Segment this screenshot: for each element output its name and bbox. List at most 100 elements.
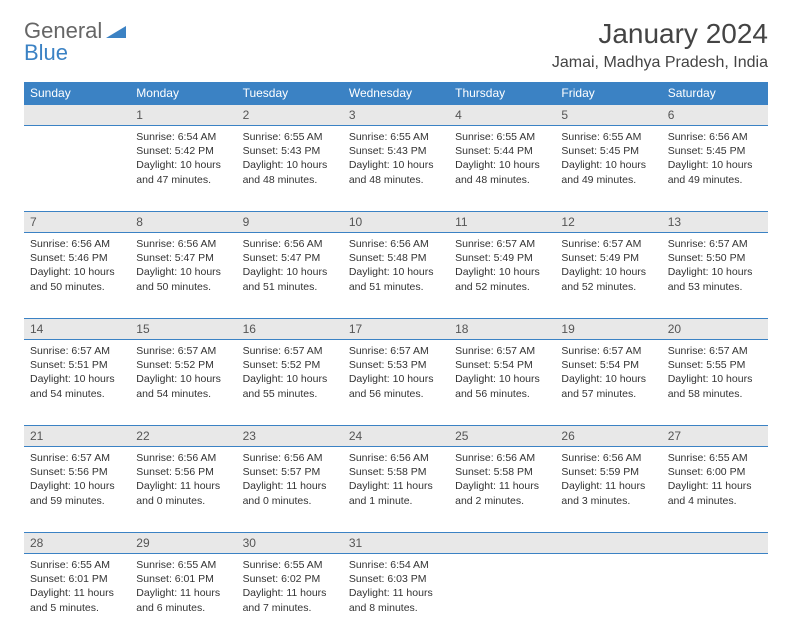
day-number: 30 bbox=[237, 533, 343, 554]
brand-part2: Blue bbox=[24, 40, 68, 65]
day-number: 29 bbox=[130, 533, 236, 554]
sunset-text: Sunset: 5:47 PM bbox=[136, 251, 230, 265]
sunrise-text: Sunrise: 6:55 AM bbox=[30, 558, 124, 572]
day-cell bbox=[24, 126, 130, 212]
day-number: 5 bbox=[555, 105, 661, 126]
sunrise-text: Sunrise: 6:56 AM bbox=[349, 451, 443, 465]
day-cell: Sunrise: 6:55 AMSunset: 6:01 PMDaylight:… bbox=[130, 554, 236, 640]
day-number: 10 bbox=[343, 212, 449, 233]
daylight-text: Daylight: 10 hours and 47 minutes. bbox=[136, 158, 230, 186]
sunset-text: Sunset: 5:50 PM bbox=[668, 251, 762, 265]
sunset-text: Sunset: 5:49 PM bbox=[455, 251, 549, 265]
sunrise-text: Sunrise: 6:54 AM bbox=[349, 558, 443, 572]
day-content-row: Sunrise: 6:56 AMSunset: 5:46 PMDaylight:… bbox=[24, 233, 768, 319]
sunset-text: Sunset: 5:47 PM bbox=[243, 251, 337, 265]
sunset-text: Sunset: 5:59 PM bbox=[561, 465, 655, 479]
day-cell: Sunrise: 6:57 AMSunset: 5:53 PMDaylight:… bbox=[343, 340, 449, 426]
weekday-header: Wednesday bbox=[343, 82, 449, 105]
sunrise-text: Sunrise: 6:56 AM bbox=[349, 237, 443, 251]
header: General January 2024 Jamai, Madhya Prade… bbox=[24, 18, 768, 72]
brand-triangle-icon bbox=[106, 18, 126, 44]
sunrise-text: Sunrise: 6:56 AM bbox=[136, 237, 230, 251]
daylight-text: Daylight: 10 hours and 57 minutes. bbox=[561, 372, 655, 400]
day-number: 8 bbox=[130, 212, 236, 233]
sunrise-text: Sunrise: 6:56 AM bbox=[136, 451, 230, 465]
day-cell: Sunrise: 6:54 AMSunset: 6:03 PMDaylight:… bbox=[343, 554, 449, 640]
day-cell: Sunrise: 6:57 AMSunset: 5:49 PMDaylight:… bbox=[555, 233, 661, 319]
day-cell: Sunrise: 6:57 AMSunset: 5:54 PMDaylight:… bbox=[555, 340, 661, 426]
sunset-text: Sunset: 5:58 PM bbox=[349, 465, 443, 479]
day-number-row: 28293031 bbox=[24, 533, 768, 554]
sunset-text: Sunset: 5:56 PM bbox=[136, 465, 230, 479]
day-number bbox=[555, 533, 661, 554]
sunrise-text: Sunrise: 6:55 AM bbox=[243, 558, 337, 572]
day-cell bbox=[662, 554, 768, 640]
day-cell: Sunrise: 6:57 AMSunset: 5:55 PMDaylight:… bbox=[662, 340, 768, 426]
sunrise-text: Sunrise: 6:56 AM bbox=[455, 451, 549, 465]
daylight-text: Daylight: 10 hours and 51 minutes. bbox=[243, 265, 337, 293]
day-number: 22 bbox=[130, 426, 236, 447]
day-cell bbox=[555, 554, 661, 640]
sunset-text: Sunset: 6:02 PM bbox=[243, 572, 337, 586]
sunrise-text: Sunrise: 6:55 AM bbox=[668, 451, 762, 465]
sunset-text: Sunset: 5:44 PM bbox=[455, 144, 549, 158]
day-number: 31 bbox=[343, 533, 449, 554]
daylight-text: Daylight: 10 hours and 56 minutes. bbox=[349, 372, 443, 400]
sunrise-text: Sunrise: 6:57 AM bbox=[561, 237, 655, 251]
day-cell: Sunrise: 6:55 AMSunset: 6:00 PMDaylight:… bbox=[662, 447, 768, 533]
sunset-text: Sunset: 5:52 PM bbox=[243, 358, 337, 372]
day-cell: Sunrise: 6:56 AMSunset: 5:58 PMDaylight:… bbox=[449, 447, 555, 533]
sunrise-text: Sunrise: 6:56 AM bbox=[243, 237, 337, 251]
day-number: 28 bbox=[24, 533, 130, 554]
sunset-text: Sunset: 5:48 PM bbox=[349, 251, 443, 265]
sunset-text: Sunset: 5:51 PM bbox=[30, 358, 124, 372]
day-cell: Sunrise: 6:56 AMSunset: 5:59 PMDaylight:… bbox=[555, 447, 661, 533]
day-cell: Sunrise: 6:57 AMSunset: 5:52 PMDaylight:… bbox=[130, 340, 236, 426]
daylight-text: Daylight: 10 hours and 51 minutes. bbox=[349, 265, 443, 293]
day-number: 1 bbox=[130, 105, 236, 126]
day-number: 17 bbox=[343, 319, 449, 340]
location: Jamai, Madhya Pradesh, India bbox=[552, 54, 768, 72]
day-number bbox=[449, 533, 555, 554]
sunset-text: Sunset: 5:53 PM bbox=[349, 358, 443, 372]
sunset-text: Sunset: 5:55 PM bbox=[668, 358, 762, 372]
day-number: 19 bbox=[555, 319, 661, 340]
day-number: 20 bbox=[662, 319, 768, 340]
day-number: 6 bbox=[662, 105, 768, 126]
day-number: 26 bbox=[555, 426, 661, 447]
daylight-text: Daylight: 10 hours and 56 minutes. bbox=[455, 372, 549, 400]
sunset-text: Sunset: 5:43 PM bbox=[349, 144, 443, 158]
sunset-text: Sunset: 5:57 PM bbox=[243, 465, 337, 479]
sunrise-text: Sunrise: 6:57 AM bbox=[455, 344, 549, 358]
daylight-text: Daylight: 10 hours and 49 minutes. bbox=[561, 158, 655, 186]
sunset-text: Sunset: 5:52 PM bbox=[136, 358, 230, 372]
daylight-text: Daylight: 10 hours and 48 minutes. bbox=[243, 158, 337, 186]
day-cell: Sunrise: 6:55 AMSunset: 5:43 PMDaylight:… bbox=[237, 126, 343, 212]
daylight-text: Daylight: 10 hours and 49 minutes. bbox=[668, 158, 762, 186]
day-cell: Sunrise: 6:56 AMSunset: 5:45 PMDaylight:… bbox=[662, 126, 768, 212]
day-number: 12 bbox=[555, 212, 661, 233]
day-cell: Sunrise: 6:57 AMSunset: 5:51 PMDaylight:… bbox=[24, 340, 130, 426]
daylight-text: Daylight: 10 hours and 54 minutes. bbox=[30, 372, 124, 400]
day-number: 9 bbox=[237, 212, 343, 233]
day-cell bbox=[449, 554, 555, 640]
sunrise-text: Sunrise: 6:55 AM bbox=[243, 130, 337, 144]
day-number: 7 bbox=[24, 212, 130, 233]
daylight-text: Daylight: 11 hours and 1 minute. bbox=[349, 479, 443, 507]
sunrise-text: Sunrise: 6:57 AM bbox=[243, 344, 337, 358]
sunrise-text: Sunrise: 6:57 AM bbox=[561, 344, 655, 358]
day-number: 4 bbox=[449, 105, 555, 126]
day-number: 25 bbox=[449, 426, 555, 447]
daylight-text: Daylight: 11 hours and 6 minutes. bbox=[136, 586, 230, 614]
daylight-text: Daylight: 10 hours and 53 minutes. bbox=[668, 265, 762, 293]
daylight-text: Daylight: 11 hours and 4 minutes. bbox=[668, 479, 762, 507]
sunset-text: Sunset: 5:45 PM bbox=[668, 144, 762, 158]
day-cell: Sunrise: 6:56 AMSunset: 5:47 PMDaylight:… bbox=[130, 233, 236, 319]
weekday-header: Monday bbox=[130, 82, 236, 105]
calendar-table: Sunday Monday Tuesday Wednesday Thursday… bbox=[24, 82, 768, 640]
day-content-row: Sunrise: 6:57 AMSunset: 5:56 PMDaylight:… bbox=[24, 447, 768, 533]
day-cell: Sunrise: 6:56 AMSunset: 5:48 PMDaylight:… bbox=[343, 233, 449, 319]
day-content-row: Sunrise: 6:57 AMSunset: 5:51 PMDaylight:… bbox=[24, 340, 768, 426]
sunset-text: Sunset: 6:03 PM bbox=[349, 572, 443, 586]
daylight-text: Daylight: 11 hours and 0 minutes. bbox=[243, 479, 337, 507]
